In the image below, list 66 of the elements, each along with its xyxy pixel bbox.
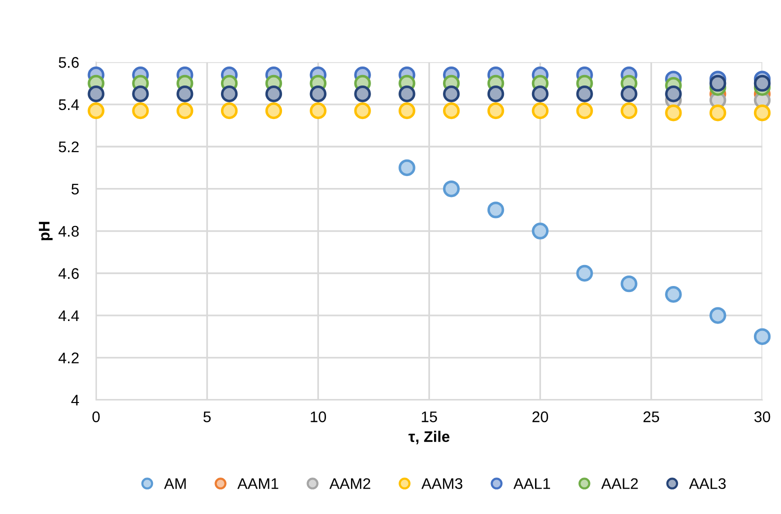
x-axis-title: τ, Zile (408, 430, 450, 444)
point (754, 104, 771, 122)
point (88, 102, 104, 120)
y-tick-label: 4.8 (58, 226, 79, 237)
point (443, 180, 460, 198)
x-tick-label: 20 (532, 411, 548, 422)
legend-label: AAL3 (689, 478, 726, 490)
point (310, 102, 326, 120)
point (398, 159, 416, 176)
point (176, 85, 194, 102)
point (398, 85, 416, 102)
point (265, 102, 282, 120)
point (220, 85, 238, 102)
y-tick-label: 4.2 (58, 352, 79, 364)
point (132, 102, 149, 120)
point (354, 102, 371, 120)
point (709, 74, 726, 92)
point (620, 102, 638, 120)
x-tick-label: 10 (310, 411, 326, 422)
point (443, 102, 460, 120)
point (620, 85, 638, 102)
y-tick-label: 4 (71, 394, 79, 406)
legend-label: AAM3 (421, 478, 462, 490)
x-tick-label: 25 (643, 411, 660, 422)
y-tick-label: 5.2 (58, 141, 79, 152)
point (532, 85, 549, 102)
point (532, 102, 549, 120)
legend-label: AAL1 (513, 478, 550, 489)
legend-label: AM (164, 478, 186, 489)
legend-label: AAM1 (237, 478, 278, 489)
point (576, 85, 593, 102)
x-tick-label: 0 (92, 411, 100, 422)
y-tick-label: 5.4 (58, 99, 79, 110)
point (665, 104, 682, 122)
point (665, 85, 682, 102)
point (176, 102, 194, 120)
point (532, 222, 549, 240)
x-tick-label: 15 (422, 412, 438, 422)
y-tick-label: 5 (72, 184, 79, 195)
point (220, 102, 238, 120)
y-axis-title: pH (38, 222, 53, 240)
y-tick-label: 4.6 (58, 268, 79, 279)
point (576, 264, 593, 282)
point (354, 85, 371, 102)
y-tick-label: 5.6 (58, 57, 79, 68)
point (754, 328, 771, 345)
point (88, 85, 104, 102)
point (487, 202, 504, 218)
point (576, 102, 593, 120)
point (665, 286, 682, 303)
point (132, 85, 149, 102)
point (398, 102, 416, 120)
point (487, 85, 504, 102)
point (709, 307, 726, 324)
point (620, 275, 638, 292)
point (709, 104, 726, 122)
legend-label: AAL2 (601, 478, 638, 489)
point (310, 85, 326, 102)
y-tick-label: 4.4 (58, 310, 79, 322)
x-tick-label: 5 (203, 412, 211, 422)
point (754, 74, 771, 92)
legend-label: AAM2 (329, 478, 370, 489)
point (443, 85, 460, 102)
point (265, 85, 282, 102)
point (487, 102, 504, 120)
x-tick-label: 30 (754, 411, 770, 422)
